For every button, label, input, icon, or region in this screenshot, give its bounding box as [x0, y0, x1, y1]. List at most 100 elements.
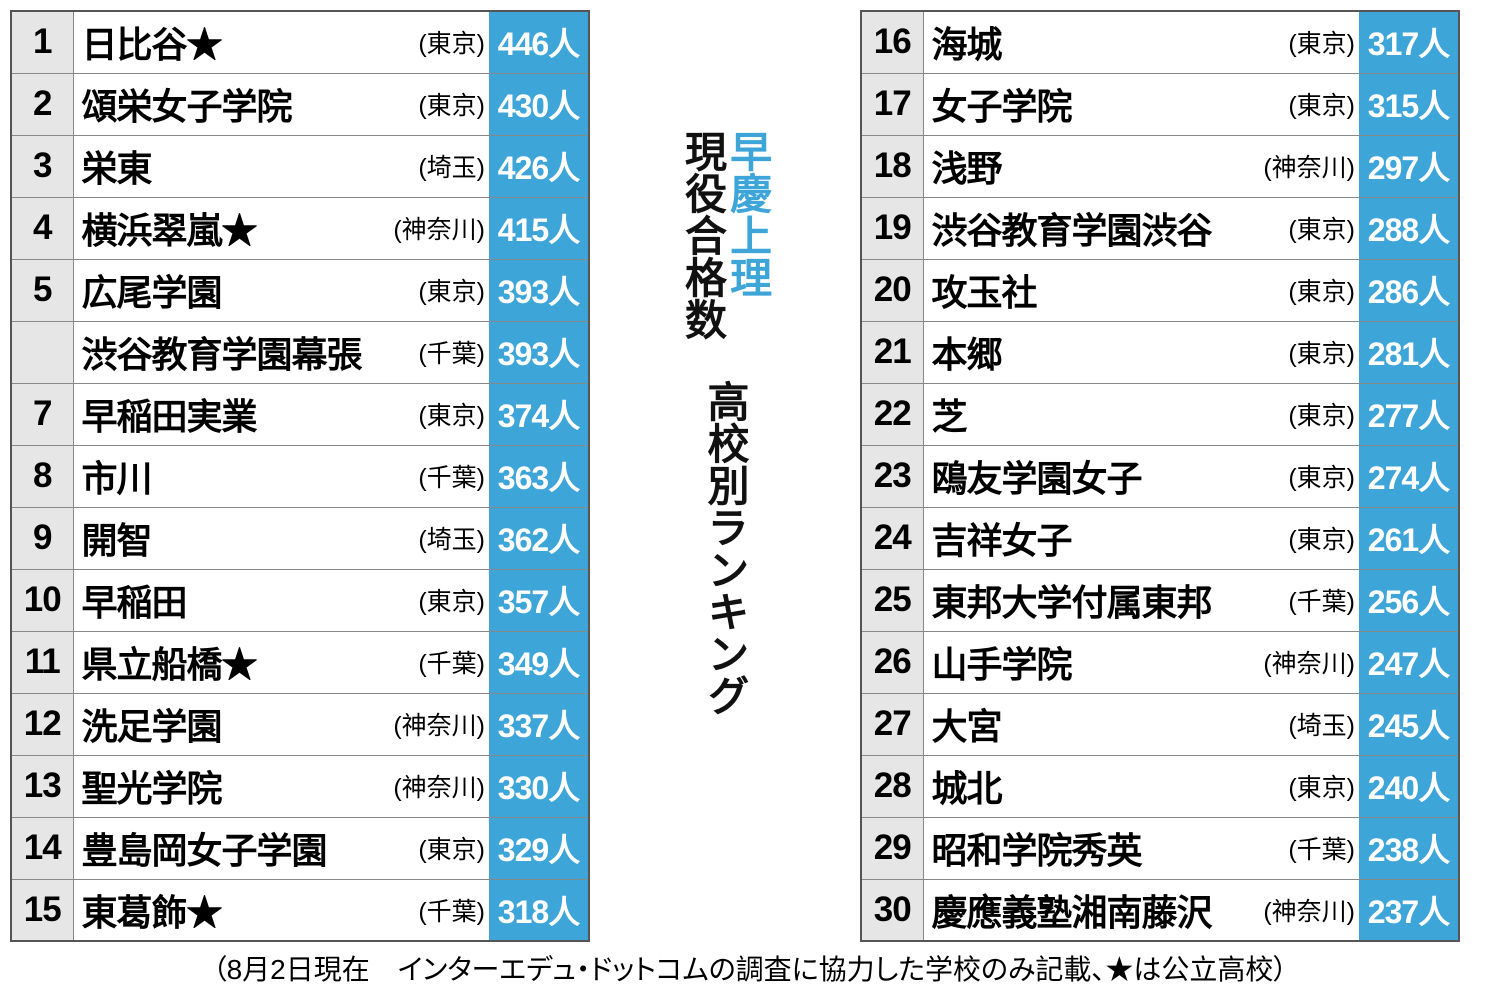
rank-cell: 13 [11, 755, 73, 817]
title-block-1: 現役合格数 早慶上理 [680, 130, 769, 340]
pass-count: 240人 [1359, 755, 1459, 817]
school-name: 聖光学院 [73, 755, 379, 817]
rank-cell: 1 [11, 11, 73, 73]
school-name: 県立船橋★ [73, 631, 379, 693]
rank-cell: 9 [11, 507, 73, 569]
pass-count: 274人 [1359, 445, 1459, 507]
prefecture: (千葉) [1249, 569, 1359, 631]
school-name: 日比谷★ [73, 11, 379, 73]
ranking-row: 30慶應義塾湘南藤沢(神奈川)237人 [861, 879, 1459, 941]
pass-count: 430人 [489, 73, 589, 135]
rank-cell: 23 [861, 445, 923, 507]
ranking-row: 16海城(東京)317人 [861, 11, 1459, 73]
pass-count: 329人 [489, 817, 589, 879]
rank-cell: 3 [11, 135, 73, 197]
rank-cell: 20 [861, 259, 923, 321]
pass-count: 337人 [489, 693, 589, 755]
title-ranking: 高校別ランキング [703, 380, 747, 716]
rank-cell: 26 [861, 631, 923, 693]
pass-count: 237人 [1359, 879, 1459, 941]
ranking-row: 20攻玉社(東京)286人 [861, 259, 1459, 321]
school-name: 開智 [73, 507, 379, 569]
pass-count: 256人 [1359, 569, 1459, 631]
prefecture: (千葉) [379, 631, 489, 693]
school-name: 渋谷教育学園幕張 [73, 321, 379, 383]
school-name: 吉祥女子 [923, 507, 1249, 569]
ranking-table-right: 16海城(東京)317人17女子学院(東京)315人18浅野(神奈川)297人1… [860, 10, 1460, 942]
pass-count: 288人 [1359, 197, 1459, 259]
prefecture: (東京) [1249, 197, 1359, 259]
prefecture: (埼玉) [379, 135, 489, 197]
right-table-wrap: 16海城(東京)317人17女子学院(東京)315人18浅野(神奈川)297人1… [860, 10, 1460, 942]
pass-count: 317人 [1359, 11, 1459, 73]
title-subline: 現役合格数 [680, 130, 724, 340]
pass-count: 318人 [489, 879, 589, 941]
school-name: 広尾学園 [73, 259, 379, 321]
rank-cell: 29 [861, 817, 923, 879]
prefecture: (神奈川) [1249, 879, 1359, 941]
ranking-row: 27大宮(埼玉)245人 [861, 693, 1459, 755]
pass-count: 261人 [1359, 507, 1459, 569]
rank-cell: 10 [11, 569, 73, 631]
ranking-row: 8市川(千葉)363人 [11, 445, 589, 507]
school-name: 早稲田 [73, 569, 379, 631]
rank-cell: 4 [11, 197, 73, 259]
prefecture: (東京) [1249, 73, 1359, 135]
school-name: 城北 [923, 755, 1249, 817]
pass-count: 277人 [1359, 383, 1459, 445]
ranking-row: 15東葛飾★(千葉)318人 [11, 879, 589, 941]
rank-cell: 16 [861, 11, 923, 73]
prefecture: (東京) [379, 11, 489, 73]
ranking-row: 28城北(東京)240人 [861, 755, 1459, 817]
ranking-row: 11県立船橋★(千葉)349人 [11, 631, 589, 693]
rank-cell: 25 [861, 569, 923, 631]
prefecture: (千葉) [379, 321, 489, 383]
rank-cell: 12 [11, 693, 73, 755]
rank-cell: 18 [861, 135, 923, 197]
school-name: 鴎友学園女子 [923, 445, 1249, 507]
pass-count: 281人 [1359, 321, 1459, 383]
pass-count: 357人 [489, 569, 589, 631]
prefecture: (東京) [379, 259, 489, 321]
rank-cell [11, 321, 73, 383]
pass-count: 286人 [1359, 259, 1459, 321]
prefecture: (埼玉) [379, 507, 489, 569]
rank-cell: 21 [861, 321, 923, 383]
center-titles: 現役合格数 早慶上理 高校別ランキング [590, 10, 860, 716]
prefecture: (東京) [379, 569, 489, 631]
pass-count: 245人 [1359, 693, 1459, 755]
ranking-row: 17女子学院(東京)315人 [861, 73, 1459, 135]
school-name: 浅野 [923, 135, 1249, 197]
prefecture: (東京) [1249, 321, 1359, 383]
prefecture: (千葉) [379, 879, 489, 941]
school-name: 栄東 [73, 135, 379, 197]
prefecture: (神奈川) [379, 197, 489, 259]
rank-cell: 24 [861, 507, 923, 569]
ranking-row: 2頌栄女子学院(東京)430人 [11, 73, 589, 135]
pass-count: 374人 [489, 383, 589, 445]
ranking-row: 9開智(埼玉)362人 [11, 507, 589, 569]
pass-count: 247人 [1359, 631, 1459, 693]
rank-cell: 22 [861, 383, 923, 445]
rank-cell: 17 [861, 73, 923, 135]
ranking-row: 7早稲田実業(東京)374人 [11, 383, 589, 445]
school-name: 横浜翠嵐★ [73, 197, 379, 259]
ranking-row: 12洗足学園(神奈川)337人 [11, 693, 589, 755]
ranking-table-left: 1日比谷★(東京)446人2頌栄女子学院(東京)430人3栄東(埼玉)426人4… [10, 10, 590, 942]
ranking-row: 22芝(東京)277人 [861, 383, 1459, 445]
rank-cell: 30 [861, 879, 923, 941]
prefecture: (神奈川) [1249, 631, 1359, 693]
prefecture: (埼玉) [1249, 693, 1359, 755]
school-name: 頌栄女子学院 [73, 73, 379, 135]
rank-cell: 11 [11, 631, 73, 693]
prefecture: (千葉) [379, 445, 489, 507]
prefecture: (東京) [379, 817, 489, 879]
rank-cell: 27 [861, 693, 923, 755]
school-name: 海城 [923, 11, 1249, 73]
prefecture: (東京) [379, 383, 489, 445]
school-name: 早稲田実業 [73, 383, 379, 445]
pass-count: 446人 [489, 11, 589, 73]
prefecture: (東京) [1249, 383, 1359, 445]
ranking-row: 3栄東(埼玉)426人 [11, 135, 589, 197]
ranking-container: 1日比谷★(東京)446人2頌栄女子学院(東京)430人3栄東(埼玉)426人4… [0, 0, 1500, 942]
